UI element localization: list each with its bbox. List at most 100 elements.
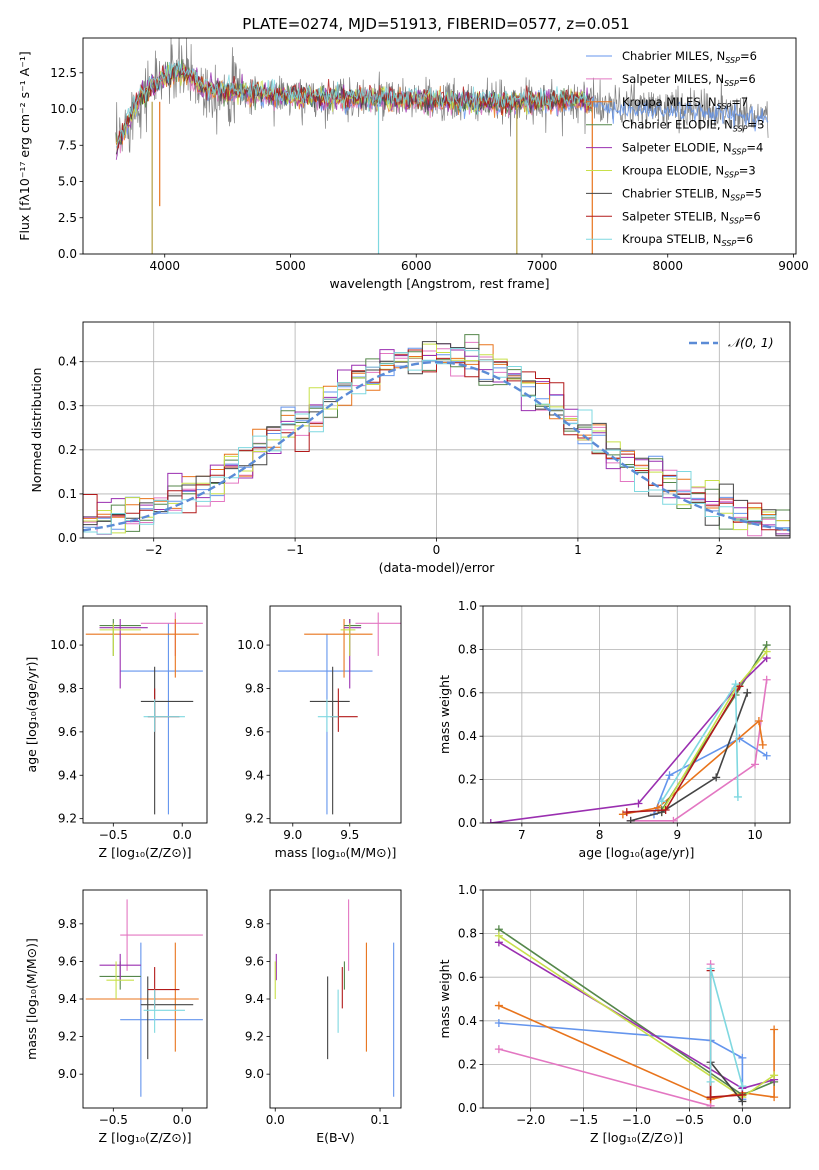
legend-count: =7 [731,95,748,109]
axes-mass_vs_ebv: 0.0 0.1 9.0 9.2 9.4 9.6 9.8 E(B-V) [245,889,402,1145]
x-axis-label: wavelength [Angstrom, rest frame] [329,276,549,291]
y-tick-label: 1.0 [458,599,477,613]
weights-chabrier-miles [494,1018,747,1104]
x-tick-label: 0.0 [266,1113,285,1127]
weight-line [653,737,768,815]
x-tick-label: 8 [596,828,604,842]
legend-base: Kroupa ELODIE, N [622,164,724,178]
legend-label: 𝒩(0, 1) [728,335,774,350]
y-tick-label: 5.0 [58,175,77,189]
axes-spectrum: 4000 5000 6000 7000 8000 9000 0.0 2.5 5.0 7.5 10.0… [17,37,809,291]
y-tick-label: 9.8 [58,681,77,695]
x-tick-label: 8000 [652,259,683,273]
weight-marker [706,1093,715,1102]
weight-marker [738,1082,747,1091]
axes-frame [82,37,797,255]
legend-sub: SSP [729,216,744,225]
errorbar-salpeter-miles [120,899,203,971]
legend-count: =3 [748,118,765,132]
y-tick-label: 0.8 [458,642,477,656]
legend-sub: SSP [730,193,745,202]
plot-area [277,612,401,815]
errorbar-salpeter-stelib [147,688,180,732]
weight-marker [622,808,631,817]
weights-kroupa-elodie [657,647,771,817]
legend-base: Kroupa MILES, N [622,95,717,109]
legend-base: Chabrier ELODIE, N [622,118,733,132]
x-axis-label: mass [log₁₀(M/M⊙)] [275,845,397,860]
legend-label: Chabrier MILES, NSSP=6 [622,49,757,65]
y-axis-label: Flux [fλ10⁻¹⁷ erg cm⁻² s⁻¹ A⁻¹] [17,51,32,240]
weight-marker [486,819,495,823]
legend-count: =6 [740,49,757,63]
y-tick-label: 9.6 [58,725,77,739]
x-tick-label: 0.0 [173,1113,192,1127]
y-tick-label: 12.5 [50,66,77,80]
errorbar-kroupa-elodie [99,623,141,656]
weight-marker [661,805,670,814]
weight-line [490,657,768,823]
plot-area [486,641,771,823]
plot-area [274,899,395,1097]
legend-sub: SSP [733,125,748,134]
axes-frame [82,889,208,1109]
legend-base: Kroupa STELIB, N [622,232,722,246]
plot-area [85,612,203,815]
errorbar-kroupa-stelib [143,989,185,1033]
weight-marker [665,771,674,780]
x-tick-label: 9 [673,828,681,842]
legend-sub: SSP [732,148,747,157]
axes-mass_vs_Z: −0.5 0.0 9.0 9.2 9.4 9.6 9.8 Z [log₁₀(Z/Z⊙)] mas… [24,889,208,1145]
errorbar-chabrier-stelib [309,666,350,815]
plot-area [115,38,769,254]
weights-salpeter-miles [494,960,715,1108]
weights-kroupa-stelib [706,964,747,1091]
x-axis-label: Z [log₁₀(Z/Z⊙)] [99,1130,192,1145]
weight-marker [770,1071,779,1080]
axes-mass_weight_vs_Z: −2.0 −1.5 −1.0 −0.5 0.0 0.0 0.2 0.4 0.6 0.8 1.0 Z [… [437,883,791,1145]
y-axis-label: mass weight [437,675,452,754]
legend-base: Salpeter ELODIE, N [622,141,732,155]
y-tick-label: 9.2 [58,812,77,826]
y-tick-label: 9.8 [245,917,264,931]
errorbar-chabrier-stelib [140,666,194,815]
x-tick-label: 1 [574,543,582,557]
panels-group: 4000 5000 6000 7000 8000 90000.02.55.07.510.0… [17,37,809,1145]
weights-kroupa-stelib [657,680,742,806]
figure-title: PLATE=0274, MJD=51913, FIBERID=0577, z=0… [242,15,629,33]
x-tick-label: 0.0 [733,1113,752,1127]
x-tick-label: 9.5 [340,828,359,842]
y-tick-label: 10.0 [50,102,77,116]
y-tick-label: 9.4 [245,992,264,1006]
model-spectrum-kroupa-stelib [115,61,593,149]
x-axis-label: Z [log₁₀(Z/Z⊙)] [590,1130,683,1145]
errorbar-kroupa-elodie [340,623,356,656]
x-tick-label: −1.0 [622,1113,651,1127]
axes-frame [269,889,402,1109]
errorbar-chabrier-miles [120,942,203,1097]
errorbar-salpeter-stelib [147,967,180,1009]
legend-label: Chabrier STELIB, NSSP=5 [622,186,762,202]
legend-count: =6 [739,72,756,86]
x-tick-label: 6000 [401,259,432,273]
legend-sub: SSP [717,102,732,111]
errorbar-chabrier-miles [277,634,373,815]
legend-label: Kroupa STELIB, NSSP=6 [622,232,753,248]
axes-frame [482,605,791,824]
y-axis-label: Normed distribution [29,368,44,493]
legend-label: Salpeter STELIB, NSSP=6 [622,209,761,225]
legend-count: =6 [736,232,753,246]
weight-marker [743,688,752,697]
legend-count: =3 [739,164,756,178]
x-tick-label: −0.5 [99,828,128,842]
x-tick-label: 7000 [527,259,558,273]
legend-label: Kroupa ELODIE, NSSP=3 [622,164,756,180]
weight-marker [762,675,771,684]
weight-marker [738,1053,747,1062]
weight-marker [738,1090,747,1099]
y-tick-label: 9.4 [58,992,77,1006]
errorbar-kroupa-stelib [317,699,339,732]
errorbar-chabrier-elodie [344,619,362,656]
x-tick-label: 0 [433,543,441,557]
